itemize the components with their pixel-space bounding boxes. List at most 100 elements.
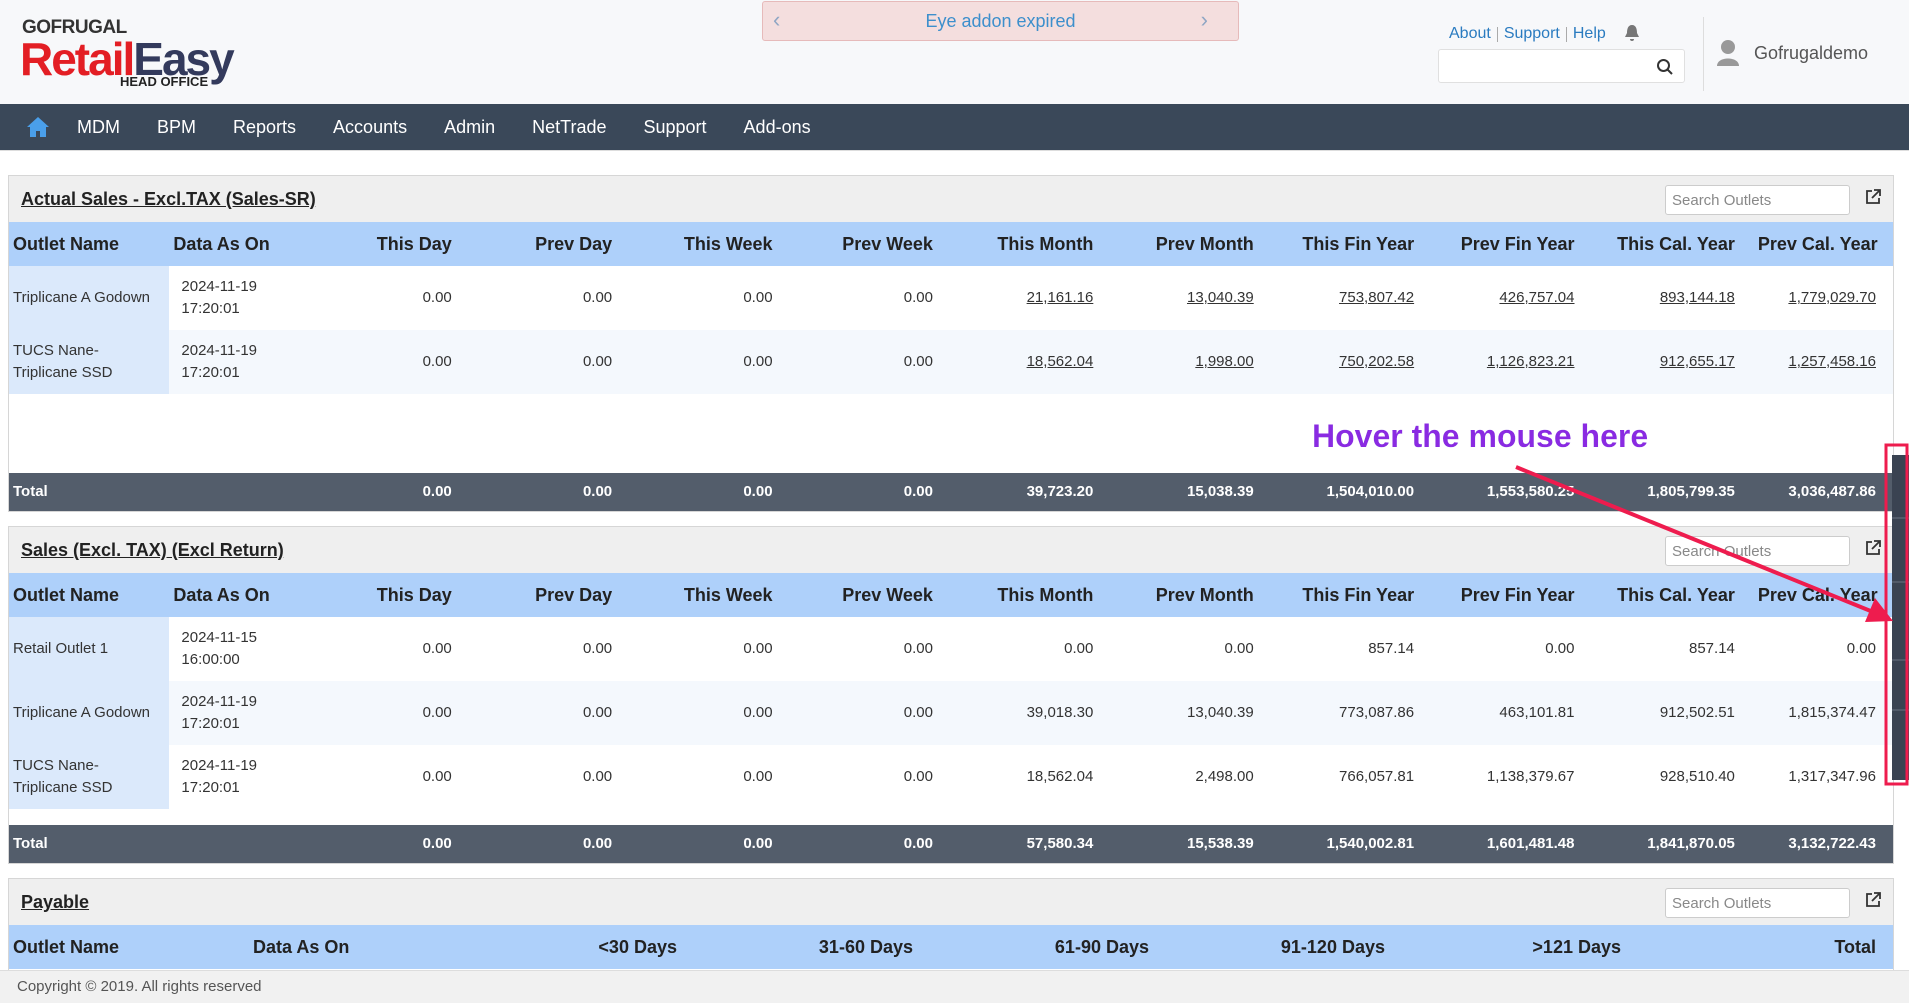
column-header: This Day <box>310 222 471 266</box>
value-cell[interactable]: 750,202.58 <box>1272 330 1434 394</box>
total-empty <box>169 473 311 511</box>
value-cell: 773,087.86 <box>1272 681 1434 745</box>
header-row: Outlet Name Data As On This Day Prev Day Thi… <box>9 222 1893 266</box>
value-cell: 0.00 <box>631 681 792 745</box>
column-header: Prev Week <box>791 573 952 617</box>
column-header: Data As On <box>169 222 311 266</box>
total-value: 0.00 <box>631 473 792 511</box>
panel-body: Outlet Name Data As On This Day Prev Day Thi… <box>9 573 1893 825</box>
value-cell: 0.00 <box>791 681 952 745</box>
data-date: 2024-11-19 17:20:01 <box>181 757 258 796</box>
nav-item[interactable]: Reports <box>233 116 297 137</box>
value-cell[interactable]: 1,126,823.21 <box>1433 330 1594 394</box>
column-header: Prev Month <box>1112 222 1273 266</box>
logo-easy: Easy <box>133 33 234 85</box>
value-cell[interactable]: 1,779,029.70 <box>1788 289 1876 306</box>
nav-item[interactable]: BPM <box>157 116 197 137</box>
link-separator <box>1565 26 1567 42</box>
panel-title[interactable]: Sales (Excl. TAX) (Excl Return) <box>21 540 284 560</box>
value-cell[interactable]: 21,161.16 <box>1026 289 1094 306</box>
top-link[interactable]: Help <box>1572 25 1606 42</box>
total-value: 0.00 <box>470 825 632 863</box>
nav-item[interactable]: Accounts <box>333 116 408 137</box>
nav-bar: MDM BPM Reports Accounts Admin NetTrade Suppor… <box>0 104 1909 150</box>
value-cell[interactable]: 1,998.00 <box>1112 330 1273 394</box>
popout-icon[interactable] <box>1865 540 1881 556</box>
value-cell: 463,101.81 <box>1433 681 1594 745</box>
top-link[interactable]: About <box>1449 25 1491 42</box>
value-cell: 0.00 <box>582 768 613 785</box>
column-header: 31-60 Days <box>696 925 932 969</box>
value-cell[interactable]: 13,040.39 <box>1186 289 1254 306</box>
value-cell[interactable]: 426,757.04 <box>1499 289 1575 306</box>
value-cell: 0.00 <box>422 289 452 306</box>
banner[interactable]: ‹ Eye addon expired › <box>762 1 1239 41</box>
value-cell[interactable]: 753,807.42 <box>1339 289 1415 306</box>
popout-icon[interactable] <box>1865 892 1881 908</box>
value-cell: 0.00 <box>1545 640 1575 657</box>
search-icon[interactable] <box>1656 58 1674 76</box>
outlet-search[interactable]: Search Outlets <box>1665 536 1850 566</box>
home-icon[interactable] <box>26 116 50 138</box>
data-row: TUCS Nane- Triplicane SSD 2024-11-19 17:2… <box>9 330 1893 394</box>
user-name[interactable]: Gofrugaldemo <box>1754 43 1869 63</box>
total-value: 1,601,481.48 <box>1433 825 1594 863</box>
header-row: Outlet Name Data As On <30 Days 31-60 Days 6… <box>9 925 1893 969</box>
nav-item[interactable]: Add-ons <box>743 116 811 137</box>
value-cell: 766,057.81 <box>1339 768 1415 785</box>
column-header: This Day <box>310 573 471 617</box>
column-header: Outlet Name <box>9 573 170 617</box>
panel: Payable Search Outlets Outlet Name Data As … <box>8 878 1894 970</box>
column-header: Outlet Name <box>9 222 170 266</box>
column-header: This Cal. Year <box>1593 222 1754 266</box>
divider <box>1703 17 1704 91</box>
top-links: About Support Help <box>1449 25 1606 43</box>
header: GOFRUGAL RetailEasy HEAD OFFICE ‹ Eye ad… <box>0 0 1909 104</box>
outlet-search[interactable]: Search Outlets <box>1665 888 1850 918</box>
column-header: Prev Fin Year <box>1433 222 1594 266</box>
data-row: TUCS Nane- Triplicane SSD 2024-11-19 17:2… <box>9 745 1893 809</box>
panel-title[interactable]: Actual Sales - Excl.TAX (Sales-SR) <box>21 189 316 209</box>
value-cell: 1,317,347.96 <box>1788 768 1876 785</box>
column-header: Prev Month <box>1112 573 1273 617</box>
bell-icon[interactable] <box>1624 24 1640 42</box>
value-cell: 18,562.04 <box>1026 768 1094 785</box>
logo[interactable]: RetailEasy <box>20 33 235 85</box>
column-header: 91-120 Days <box>1168 925 1404 969</box>
user-icon <box>1717 40 1739 66</box>
panel-header: Sales (Excl. TAX) (Excl Return) Search Ou… <box>9 527 1893 573</box>
value-cell: 13,040.39 <box>1112 681 1273 745</box>
value-cell: 0.00 <box>1224 640 1254 657</box>
popout-icon[interactable] <box>1865 189 1881 205</box>
total-value: 0.00 <box>791 825 952 863</box>
banner-next[interactable]: › <box>1200 7 1208 32</box>
column-header: This Fin Year <box>1272 222 1434 266</box>
search-box[interactable] <box>1438 49 1685 83</box>
column-header: This Week <box>631 573 792 617</box>
column-header: Prev Cal. Year <box>1753 222 1893 266</box>
footer: Copyright © 2019. All rights reserved <box>0 970 1909 1003</box>
nav-item[interactable]: Support <box>643 116 707 137</box>
total-value: 1,805,799.35 <box>1593 473 1754 511</box>
total-value: 57,580.34 <box>951 825 1113 863</box>
value-cell: 0.00 <box>1846 640 1876 657</box>
value-cell: 39,018.30 <box>951 681 1113 745</box>
column-header: Prev Fin Year <box>1433 573 1594 617</box>
column-header: Data As On <box>249 925 460 969</box>
top-link[interactable]: Support <box>1503 25 1560 42</box>
banner-prev[interactable]: ‹ <box>773 7 781 32</box>
value-cell: 0.00 <box>903 768 933 785</box>
data-table: Outlet Name Data As On This Day Prev Day Thi… <box>9 222 1893 394</box>
value-cell: 0.00 <box>310 681 471 745</box>
brand: GOFRUGAL <box>22 17 127 38</box>
value-cell[interactable]: 912,655.17 <box>1593 330 1754 394</box>
total-label: Total <box>9 825 170 863</box>
value-cell[interactable]: 1,257,458.16 <box>1753 330 1893 394</box>
nav-item[interactable]: Admin <box>444 116 496 137</box>
panel-title[interactable]: Payable <box>21 892 90 912</box>
value-cell[interactable]: 893,144.18 <box>1659 289 1735 306</box>
value-cell[interactable]: 18,562.04 <box>951 330 1113 394</box>
nav-item[interactable]: MDM <box>77 116 120 137</box>
nav-item[interactable]: NetTrade <box>532 116 607 137</box>
outlet-search[interactable]: Search Outlets <box>1665 185 1850 215</box>
